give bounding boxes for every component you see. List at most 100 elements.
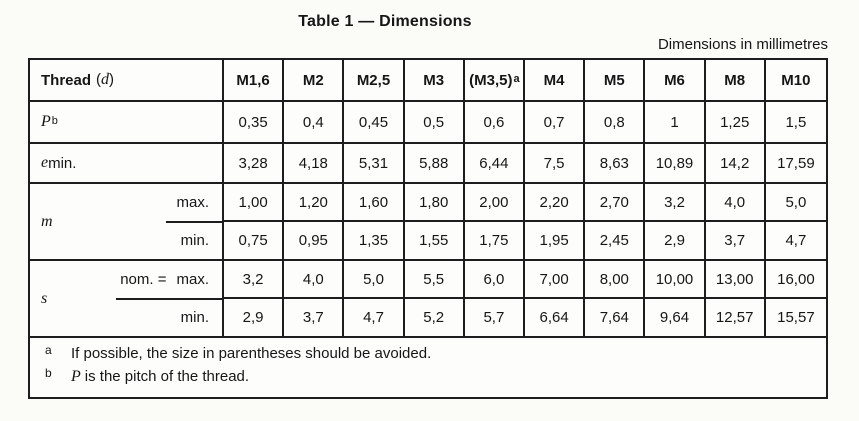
s-max-value: 7,00 (525, 261, 586, 299)
e-min-value: 8,63 (585, 144, 646, 184)
m-min-value: 2,9 (645, 222, 706, 261)
m-max-qualifier: max. (166, 184, 222, 223)
m-min-value: 3,7 (705, 222, 766, 261)
e-min-value: 7,5 (525, 144, 586, 184)
m-max-label: max. (176, 193, 209, 211)
corner-header-thread: Thread (d) (30, 60, 224, 102)
col-header-m2: M2 (284, 60, 345, 102)
col-header-m5: M5 (585, 60, 646, 102)
m-max-value: 5,0 (765, 184, 826, 222)
footnote-b-rest: is the pitch of the thread. (84, 368, 250, 385)
s-max-value: 8,00 (585, 261, 646, 299)
m-max-value: 1,20 (284, 184, 345, 222)
col-header-m10: M10 (765, 60, 826, 102)
m-min-qualifier: min. (166, 223, 222, 260)
units-note: Dimensions in millimetres (657, 36, 828, 53)
m-min-label: min. (180, 232, 209, 250)
close-paren: ) (109, 71, 115, 88)
s-max-value: 13,00 (705, 261, 766, 299)
p-value: 1,25 (705, 102, 766, 144)
m-min-value: 2,45 (585, 222, 646, 261)
e-var: e (41, 154, 49, 171)
p-value: 0,5 (404, 102, 465, 144)
col-header-m4: M4 (525, 60, 586, 102)
p-value: 0,35 (224, 102, 285, 144)
m-max-value: 1,00 (224, 184, 285, 222)
s-max-value: 3,2 (224, 261, 285, 299)
e-qualifier: min. (48, 154, 77, 172)
footnote-a-marker: a (45, 343, 52, 357)
m-var: m (41, 212, 53, 230)
e-min-value: 17,59 (765, 144, 826, 184)
m-min-value: 0,75 (224, 222, 285, 261)
p-var: P (41, 113, 51, 130)
s-max-qualifier: nom. = max. (116, 261, 222, 300)
m-min-value: 1,95 (525, 222, 586, 261)
m-qualifier-subcolumn: max. min. (166, 184, 222, 259)
footnote-a: a If possible, the size in parentheses s… (45, 343, 816, 362)
s-min-value: 5,2 (404, 299, 465, 338)
s-min-value: 3,7 (284, 299, 345, 338)
p-value: 0,4 (284, 102, 345, 144)
e-min-value: 5,31 (344, 144, 405, 184)
m-min-value: 1,35 (344, 222, 405, 261)
s-max-value: 16,00 (765, 261, 826, 299)
e-min-value: 5,88 (404, 144, 465, 184)
m-max-value: 3,2 (645, 184, 706, 222)
e-min-value: 14,2 (705, 144, 766, 184)
p-value: 1,5 (765, 102, 826, 144)
footnote-b-var: P (71, 368, 81, 385)
s-min-qualifier: min. (116, 300, 222, 337)
footnote-b-marker: b (45, 366, 52, 380)
m-max-value: 2,70 (585, 184, 646, 222)
s-max-value: 4,0 (284, 261, 345, 299)
s-max-value: 5,0 (344, 261, 405, 299)
s-max-label: max. (176, 270, 209, 288)
s-min-value: 4,7 (344, 299, 405, 338)
m-max-value: 1,60 (344, 184, 405, 222)
s-var: s (41, 289, 48, 307)
m-max-value: 2,00 (464, 184, 525, 222)
row-label-e: e min. (30, 144, 224, 184)
m-max-value: 2,20 (525, 184, 586, 222)
m-min-value: 1,75 (464, 222, 525, 261)
e-min-value: 4,18 (284, 144, 345, 184)
dimensions-table: Thread (d) M1,6 M2 M2,5 M3 (M3,5) a M4 M5… (28, 58, 828, 399)
footnote-a-text: If possible, the size in parentheses sho… (71, 345, 432, 362)
e-min-value: 3,28 (224, 144, 285, 184)
s-min-value: 6,64 (525, 299, 586, 338)
m-min-value: 0,95 (284, 222, 345, 261)
p-value: 0,6 (464, 102, 525, 144)
e-min-value: 10,89 (645, 144, 706, 184)
col-header-m3-5: (M3,5) a (464, 60, 525, 102)
col-header-m1-6: M1,6 (224, 60, 285, 102)
s-min-value: 7,64 (585, 299, 646, 338)
s-max-value: 5,5 (404, 261, 465, 299)
p-value: 0,7 (525, 102, 586, 144)
m-max-value: 4,0 (705, 184, 766, 222)
s-min-value: 9,64 (645, 299, 706, 338)
row-label-m: m max. min. (30, 184, 224, 261)
s-nom-label: nom. = (120, 270, 167, 288)
s-min-value: 15,57 (765, 299, 826, 338)
s-max-value: 10,00 (645, 261, 706, 299)
p-value: 0,8 (585, 102, 646, 144)
row-label-s: s nom. = max. min. (30, 261, 224, 338)
m3-5-label: (M3,5) (469, 71, 513, 89)
thread-var: d (101, 71, 110, 88)
e-min-value: 6,44 (464, 144, 525, 184)
open-paren: ( (96, 71, 102, 88)
p-value: 0,45 (344, 102, 405, 144)
table-footnotes: a If possible, the size in parentheses s… (30, 338, 826, 397)
col-header-m3: M3 (404, 60, 465, 102)
s-min-value: 12,57 (705, 299, 766, 338)
thread-var-paren: (d) (96, 71, 114, 89)
thread-label: Thread (41, 71, 92, 89)
m-max-value: 1,80 (404, 184, 465, 222)
s-min-label: min. (180, 309, 209, 327)
table-title: Table 1 — Dimensions (298, 13, 472, 30)
